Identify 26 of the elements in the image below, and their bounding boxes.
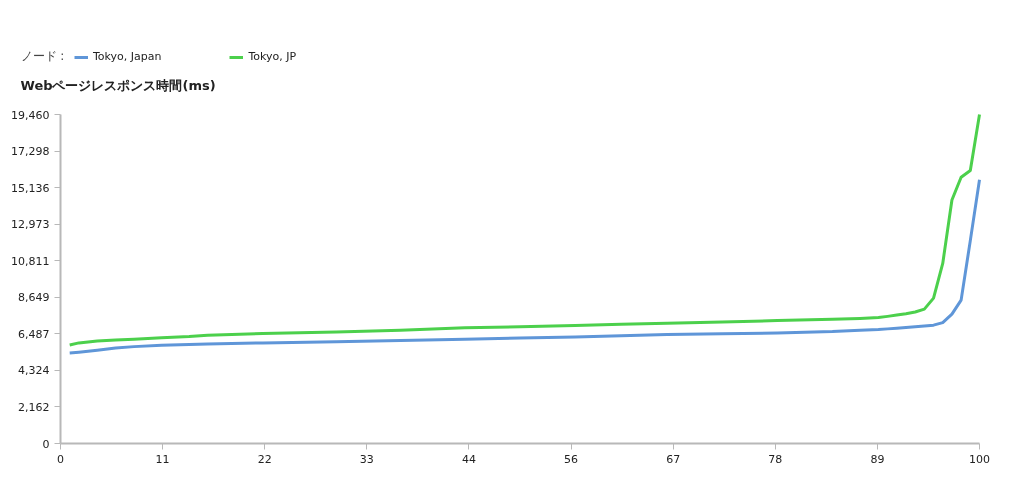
legend-label: Tokyo, JP [248, 50, 297, 63]
y-tick-label: 10,811 [11, 254, 50, 268]
y-tick-label: 17,298 [11, 145, 50, 159]
legend-title: ノード : [20, 48, 65, 63]
y-tick-label: 4,324 [18, 364, 50, 378]
y-tick-label: 0 [42, 437, 50, 451]
y-tick-label: 8,649 [18, 291, 50, 305]
y-tick-label: 19,460 [11, 108, 50, 122]
x-tick-label: 44 [461, 452, 476, 466]
x-tick-label: 100 [969, 452, 990, 466]
x-tick-label: 78 [768, 452, 783, 466]
y-tick-label: 6,487 [18, 327, 50, 341]
y-tick-label: 15,136 [11, 181, 50, 195]
x-tick-label: 22 [257, 452, 272, 466]
line-series [68, 178, 981, 355]
legend-label: Tokyo, Japan [93, 50, 162, 63]
x-tick-label: 33 [359, 452, 374, 466]
y-tick-label: 12,973 [11, 218, 50, 232]
x-tick-label: 11 [155, 452, 170, 466]
line-series [68, 113, 981, 347]
y-tick-label: 2,162 [18, 400, 50, 414]
x-tick-label: 0 [57, 452, 64, 466]
y-axis-title: Webページレスポンス時間(ms) [20, 78, 216, 93]
x-tick-label: 56 [564, 452, 579, 466]
x-tick-label: 67 [666, 452, 681, 466]
x-tick-label: 89 [870, 452, 885, 466]
